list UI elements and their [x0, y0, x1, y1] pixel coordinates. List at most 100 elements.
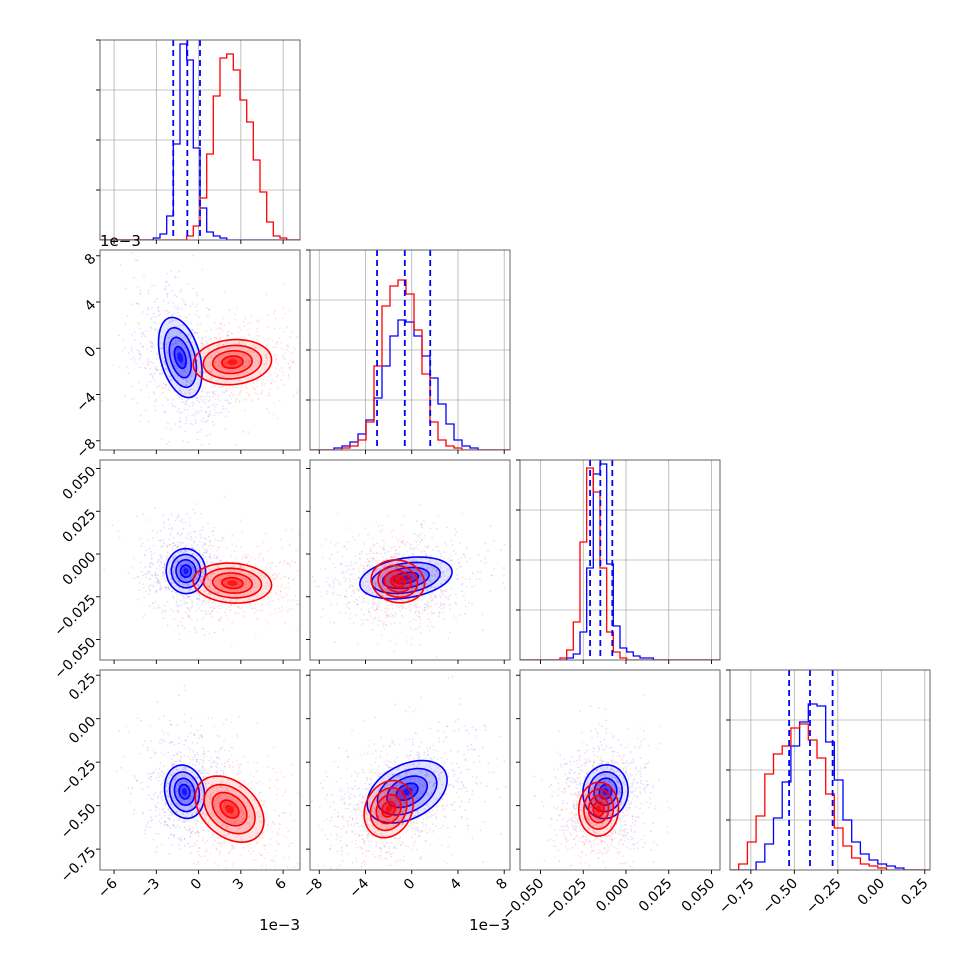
red-scatter-point	[271, 366, 273, 368]
red-scatter-point	[254, 603, 256, 605]
red-scatter-point	[440, 596, 442, 598]
red-scatter-point	[303, 585, 305, 587]
red-scatter-point	[215, 412, 217, 414]
red-scatter-point	[279, 595, 281, 597]
blue-scatter-point	[181, 412, 183, 414]
blue-scatter-point	[467, 769, 469, 771]
red-scatter-point	[425, 603, 427, 605]
blue-scatter-point	[178, 694, 180, 696]
blue-scatter-point	[185, 740, 187, 742]
blue-scatter-point	[462, 583, 464, 585]
scatter-contents	[103, 495, 355, 646]
red-scatter-point	[388, 608, 390, 610]
blue-scatter-point	[197, 754, 199, 756]
red-scatter-point	[279, 573, 281, 575]
red-scatter-point	[324, 573, 326, 575]
red-scatter-point	[165, 384, 167, 386]
blue-scatter-point	[190, 305, 192, 307]
blue-scatter-point	[205, 411, 207, 413]
red-scatter-point	[225, 389, 227, 391]
red-scatter-point	[196, 752, 198, 754]
red-scatter-point	[288, 377, 290, 379]
red-scatter-point	[159, 569, 161, 571]
blue-scatter-point	[455, 594, 457, 596]
histogram-red-series	[730, 724, 930, 870]
red-scatter-point	[232, 387, 234, 389]
red-scatter-point	[151, 373, 153, 375]
red-scatter-point	[228, 323, 230, 325]
red-scatter-point	[203, 747, 205, 749]
blue-scatter-point	[161, 369, 163, 371]
red-scatter-point	[305, 373, 307, 375]
red-scatter-point	[385, 607, 387, 609]
red-scatter-point	[385, 624, 387, 626]
red-scatter-point	[152, 602, 154, 604]
blue-scatter-point	[276, 589, 278, 591]
red-scatter-point	[272, 768, 274, 770]
blue-scatter-point	[198, 835, 200, 837]
red-scatter-point	[279, 611, 281, 613]
red-scatter-point	[172, 595, 174, 597]
blue-scatter-point	[212, 421, 214, 423]
red-scatter-point	[288, 857, 290, 859]
blue-scatter-point	[481, 614, 483, 616]
red-scatter-point	[349, 569, 351, 571]
red-scatter-point	[272, 859, 274, 861]
red-scatter-point	[268, 412, 270, 414]
blue-scatter-point	[322, 557, 324, 559]
histogram-blue-series	[730, 704, 930, 870]
blue-scatter-point	[337, 826, 339, 828]
blue-scatter-point	[153, 794, 155, 796]
red-scatter-point	[280, 379, 282, 381]
red-scatter-point	[345, 578, 347, 580]
blue-scatter-point	[178, 759, 180, 761]
red-scatter-point	[219, 547, 221, 549]
red-scatter-point	[372, 606, 374, 608]
blue-scatter-point	[164, 605, 166, 607]
scatter-panel	[96, 182, 362, 470]
red-scatter-point	[253, 762, 255, 764]
red-scatter-point	[213, 385, 215, 387]
red-scatter-point	[275, 343, 277, 345]
red-scatter-point	[273, 313, 275, 315]
red-scatter-point	[185, 416, 187, 418]
red-scatter-point	[395, 550, 397, 552]
blue-scatter-point	[198, 316, 200, 318]
blue-scatter-point	[172, 547, 174, 549]
blue-scatter-point	[171, 513, 173, 515]
red-scatter-point	[442, 590, 444, 592]
red-scatter-point	[296, 392, 298, 394]
blue-scatter-point	[362, 834, 364, 836]
red-scatter-point	[205, 851, 207, 853]
red-scatter-point	[224, 762, 226, 764]
blue-scatter-point	[209, 309, 211, 311]
red-scatter-point	[200, 398, 202, 400]
red-scatter-point	[293, 347, 295, 349]
red-scatter-point	[209, 853, 211, 855]
red-scatter-point	[255, 636, 257, 638]
red-scatter-point	[260, 393, 262, 395]
blue-scatter-point	[183, 301, 185, 303]
blue-scatter-point	[125, 324, 127, 326]
red-scatter-point	[316, 595, 318, 597]
red-scatter-point	[266, 408, 268, 410]
red-scatter-point	[420, 623, 422, 625]
red-scatter-point	[399, 606, 401, 608]
blue-scatter-point	[197, 400, 199, 402]
red-scatter-point	[260, 553, 262, 555]
red-scatter-point	[202, 840, 204, 842]
red-scatter-point	[403, 535, 405, 537]
blue-scatter-point	[163, 773, 165, 775]
red-scatter-point	[255, 782, 257, 784]
red-scatter-point	[119, 536, 121, 538]
blue-scatter-point	[191, 539, 193, 541]
blue-scatter-point	[196, 295, 198, 297]
blue-scatter-point	[410, 750, 412, 752]
blue-scatter-point	[359, 596, 361, 598]
red-scatter-point	[337, 354, 339, 356]
red-scatter-point	[223, 723, 225, 725]
red-scatter-point	[227, 619, 229, 621]
blue-scatter-point	[205, 399, 207, 401]
blue-scatter-point	[425, 823, 427, 825]
blue-scatter-point	[212, 833, 214, 835]
